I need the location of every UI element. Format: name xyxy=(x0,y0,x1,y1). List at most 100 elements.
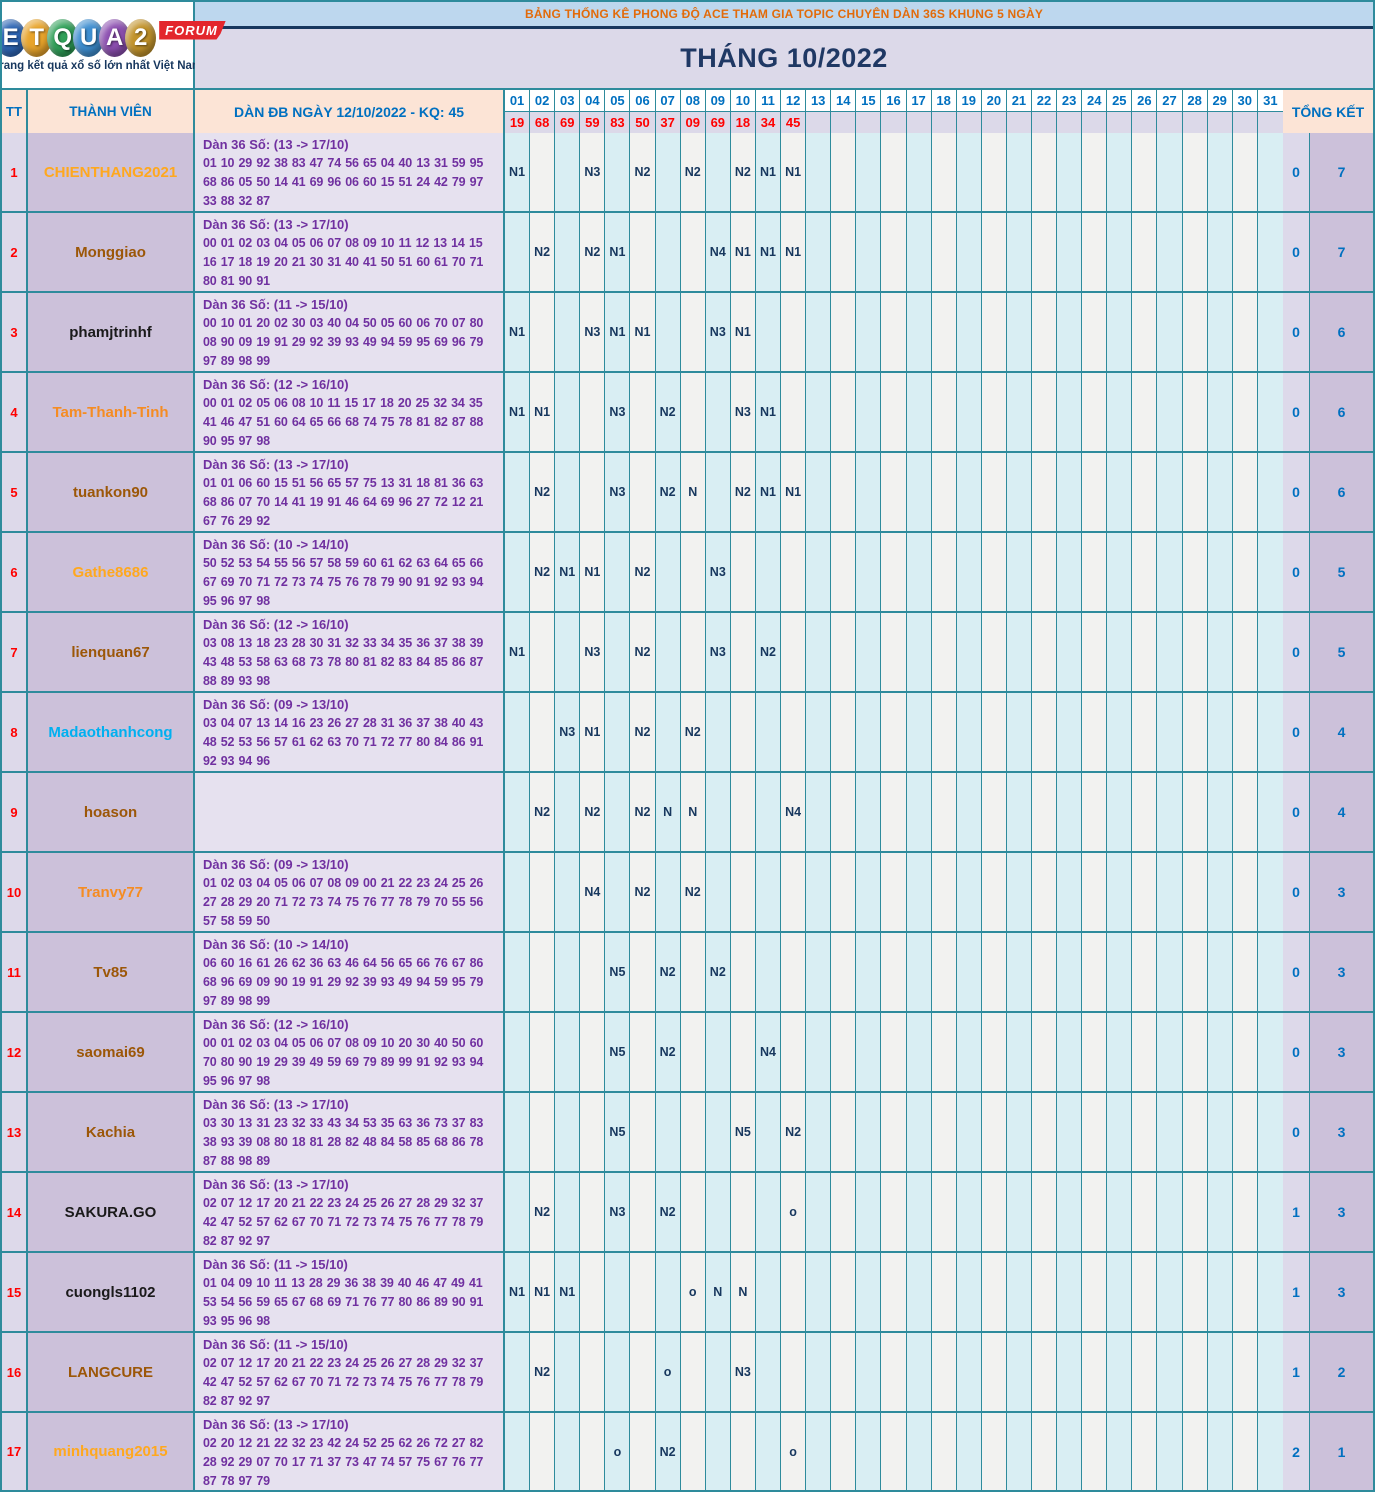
member-name[interactable]: minhquang2015 xyxy=(28,1413,195,1490)
member-name[interactable]: Tv85 xyxy=(28,933,195,1011)
member-name[interactable]: Tam-Thanh-Tinh xyxy=(28,373,195,451)
day-mark-cell xyxy=(505,1013,531,1091)
dan-cell: Dàn 36 Số: (09 -> 13/10) 01 02 03 04 05 … xyxy=(195,853,505,931)
member-name[interactable]: SAKURA.GO xyxy=(28,1173,195,1251)
day-mark-cell: N3 xyxy=(705,293,731,371)
day-header: 11 xyxy=(755,90,782,112)
row-index: 3 xyxy=(2,293,28,371)
day-mark-cell xyxy=(680,533,706,611)
day-mark-cell xyxy=(1232,693,1258,771)
day-mark-cell xyxy=(831,613,857,691)
table-row: 3 phamjtrinhf Dàn 36 Số: (11 -> 15/10) 0… xyxy=(2,293,1373,373)
member-name[interactable]: Kachia xyxy=(28,1093,195,1171)
day-mark-cell xyxy=(655,213,681,291)
day-mark-cell xyxy=(981,933,1007,1011)
dan-range: Dàn 36 Số: (11 -> 15/10) xyxy=(203,1257,348,1272)
member-name[interactable]: hoason xyxy=(28,773,195,851)
day-mark-cell xyxy=(1257,1013,1283,1091)
day-mark-cell xyxy=(1207,1413,1233,1490)
day-mark-cell: N1 xyxy=(580,533,606,611)
dan-numbers: 02 07 12 17 20 21 22 23 24 25 26 27 28 2… xyxy=(203,1356,484,1408)
day-result xyxy=(981,112,1007,133)
day-mark-cell xyxy=(1107,1173,1133,1251)
total-col2: 5 xyxy=(1310,613,1373,691)
day-mark-cell xyxy=(831,1013,857,1091)
member-name[interactable]: cuongls1102 xyxy=(28,1253,195,1331)
day-mark-cell xyxy=(1207,1333,1233,1411)
day-marks: N1 N3 N2 N3 N2 xyxy=(505,613,1283,691)
day-mark-cell xyxy=(680,1093,706,1171)
day-mark-cell xyxy=(1157,773,1183,851)
dan-range: Dàn 36 Số: (13 -> 17/10) xyxy=(203,1417,349,1432)
day-result xyxy=(856,112,882,133)
day-mark-cell xyxy=(806,693,832,771)
day-mark-cell xyxy=(655,853,681,931)
dan-cell: Dàn 36 Số: (12 -> 16/10) 00 01 02 05 06 … xyxy=(195,373,505,451)
day-mark-cell xyxy=(705,1333,731,1411)
day-mark-cell xyxy=(1182,1013,1208,1091)
member-name[interactable]: saomai69 xyxy=(28,1013,195,1091)
day-mark-cell xyxy=(781,293,807,371)
member-name[interactable]: Madaothanhcong xyxy=(28,693,195,771)
day-header: 07 xyxy=(655,90,681,112)
member-name[interactable]: lienquan67 xyxy=(28,613,195,691)
day-mark-cell xyxy=(856,293,882,371)
day-mark-cell xyxy=(1257,1093,1283,1171)
day-mark-cell xyxy=(1107,213,1133,291)
member-name[interactable]: phamjtrinhf xyxy=(28,293,195,371)
day-mark-cell xyxy=(981,373,1007,451)
day-mark-cell: N3 xyxy=(580,133,606,211)
table-row: 1 CHIENTHANG2021 Dàn 36 Số: (13 -> 17/10… xyxy=(2,133,1373,213)
day-mark-cell xyxy=(1232,613,1258,691)
day-mark-cell xyxy=(856,1173,882,1251)
member-name[interactable]: Tranvy77 xyxy=(28,853,195,931)
member-name[interactable]: Monggiao xyxy=(28,213,195,291)
day-mark-cell: N2 xyxy=(630,773,656,851)
day-header: 18 xyxy=(931,90,957,112)
day-mark-cell xyxy=(1182,613,1208,691)
day-result: 50 xyxy=(630,112,656,133)
dan-range: Dàn 36 Số: (13 -> 17/10) xyxy=(203,1097,349,1112)
day-mark-cell: N4 xyxy=(705,213,731,291)
day-mark-cell xyxy=(730,1173,756,1251)
day-mark-cell: N2 xyxy=(630,613,656,691)
day-mark-cell xyxy=(806,133,832,211)
day-mark-cell xyxy=(1232,533,1258,611)
day-mark-cell xyxy=(1157,293,1183,371)
day-header: 14 xyxy=(831,90,857,112)
day-mark-cell xyxy=(1207,933,1233,1011)
day-mark-cell xyxy=(981,533,1007,611)
member-name[interactable]: CHIENTHANG2021 xyxy=(28,133,195,211)
day-mark-cell xyxy=(1207,373,1233,451)
day-mark-cell xyxy=(1107,453,1133,531)
total-col1: 0 xyxy=(1283,293,1310,371)
logo-balls: KETQUA2 xyxy=(2,18,157,57)
day-mark-cell xyxy=(881,1173,907,1251)
day-mark-cell: o xyxy=(781,1173,807,1251)
member-name[interactable]: Gathe8686 xyxy=(28,533,195,611)
day-mark-cell xyxy=(705,1013,731,1091)
day-mark-cell xyxy=(1107,1253,1133,1331)
day-result: 83 xyxy=(605,112,631,133)
day-mark-cell xyxy=(931,1013,957,1091)
day-mark-cell: N2 xyxy=(655,1173,681,1251)
day-mark-cell xyxy=(1232,1173,1258,1251)
day-mark-cell: N2 xyxy=(655,373,681,451)
day-mark-cell xyxy=(755,533,782,611)
day-mark-cell xyxy=(856,853,882,931)
day-mark-cell xyxy=(630,1333,656,1411)
logo-tagline: Trang kết quả xổ số lớn nhất Việt Nam xyxy=(0,59,203,72)
day-result xyxy=(931,112,957,133)
day-mark-cell xyxy=(630,1173,656,1251)
total-col2: 4 xyxy=(1310,773,1373,851)
day-mark-cell xyxy=(755,933,782,1011)
day-mark-cell xyxy=(881,1013,907,1091)
day-mark-cell xyxy=(906,613,932,691)
day-mark-cell xyxy=(1257,853,1283,931)
member-name[interactable]: tuankon90 xyxy=(28,453,195,531)
day-mark-cell xyxy=(1182,1173,1208,1251)
day-header: 25 xyxy=(1107,90,1133,112)
ketqua2-logo[interactable]: KETQUA2 FORUM Trang kết quả xổ số lớn nh… xyxy=(2,2,226,88)
day-mark-cell xyxy=(1182,1413,1208,1490)
member-name[interactable]: LANGCURE xyxy=(28,1333,195,1411)
